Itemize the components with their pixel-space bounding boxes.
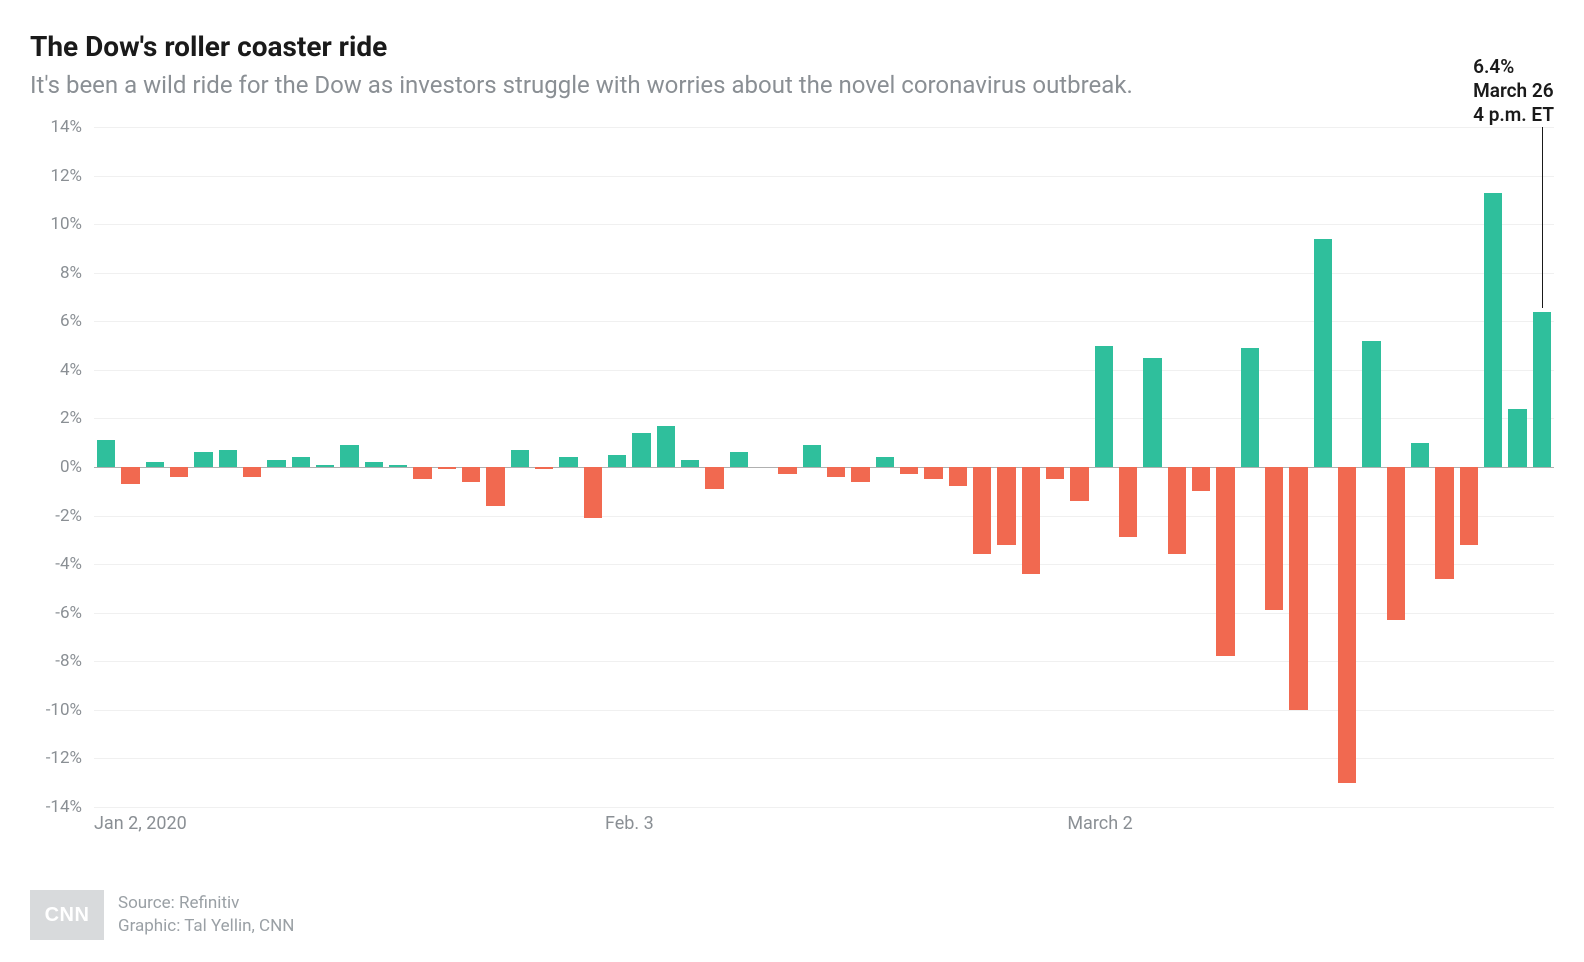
bar bbox=[413, 467, 431, 479]
bar bbox=[1070, 467, 1088, 501]
bar bbox=[973, 467, 991, 554]
bar bbox=[194, 452, 212, 467]
bar bbox=[170, 467, 188, 477]
bar bbox=[219, 450, 237, 467]
y-tick-label: 8% bbox=[30, 263, 82, 283]
y-tick-label: -2% bbox=[30, 506, 82, 526]
bar bbox=[851, 467, 869, 482]
bar bbox=[876, 457, 894, 467]
bar bbox=[1533, 312, 1551, 467]
y-tick-label: 10% bbox=[30, 214, 82, 234]
x-tick-label: Feb. 3 bbox=[605, 813, 654, 834]
bar bbox=[827, 467, 845, 477]
bar bbox=[1143, 358, 1161, 467]
bar bbox=[365, 462, 383, 467]
bar bbox=[657, 426, 675, 467]
annotation-line: 4 p.m. ET bbox=[1473, 103, 1554, 127]
source-line: Source: Refinitiv bbox=[118, 892, 294, 915]
bar bbox=[1338, 467, 1356, 783]
annotation-line: March 26 bbox=[1473, 79, 1554, 103]
bar bbox=[949, 467, 967, 486]
bar bbox=[1241, 348, 1259, 467]
bar bbox=[1484, 193, 1502, 467]
y-tick-label: 6% bbox=[30, 311, 82, 331]
y-tick-label: -14% bbox=[30, 797, 82, 817]
bar bbox=[511, 450, 529, 467]
bar bbox=[730, 452, 748, 467]
bar bbox=[486, 467, 504, 506]
chart-area: 14%12%10%8%6%4%2%0%-2%-4%-6%-8%-10%-12%-… bbox=[30, 127, 1554, 807]
bar bbox=[1314, 239, 1332, 467]
bar bbox=[1192, 467, 1210, 491]
bar bbox=[924, 467, 942, 479]
chart-subtitle: It's been a wild ride for the Dow as inv… bbox=[30, 71, 1584, 99]
annotation-label: 6.4%March 264 p.m. ET bbox=[1473, 55, 1554, 126]
bar bbox=[438, 467, 456, 469]
bar bbox=[1022, 467, 1040, 574]
x-tick-label: March 2 bbox=[1067, 813, 1132, 834]
chart-container: The Dow's roller coaster ride It's been … bbox=[0, 30, 1584, 962]
bar bbox=[462, 467, 480, 482]
bar bbox=[705, 467, 723, 489]
chart-title: The Dow's roller coaster ride bbox=[30, 30, 1584, 63]
graphic-line: Graphic: Tal Yellin, CNN bbox=[118, 915, 294, 938]
y-tick-label: 4% bbox=[30, 360, 82, 380]
bar bbox=[608, 455, 626, 467]
plot-area: 6.4%March 264 p.m. ET bbox=[94, 127, 1554, 807]
bar bbox=[1387, 467, 1405, 620]
bar bbox=[243, 467, 261, 477]
chart-credits: Source: Refinitiv Graphic: Tal Yellin, C… bbox=[118, 892, 294, 938]
annotation-leader bbox=[1542, 127, 1543, 308]
y-tick-label: 12% bbox=[30, 166, 82, 186]
bar bbox=[267, 460, 285, 467]
bar bbox=[900, 467, 918, 474]
y-tick-label: 2% bbox=[30, 408, 82, 428]
bar bbox=[1289, 467, 1307, 710]
bar bbox=[1119, 467, 1137, 537]
bar bbox=[1046, 467, 1064, 479]
bars-layer bbox=[94, 127, 1554, 807]
bar bbox=[389, 465, 407, 467]
x-tick-label: Jan 2, 2020 bbox=[94, 813, 187, 834]
bar bbox=[559, 457, 577, 467]
chart-footer: CNN Source: Refinitiv Graphic: Tal Yelli… bbox=[30, 890, 294, 940]
y-tick-label: -6% bbox=[30, 603, 82, 623]
bar bbox=[1411, 443, 1429, 467]
bar bbox=[97, 440, 115, 467]
y-tick-label: 14% bbox=[30, 117, 82, 137]
cnn-logo-badge: CNN bbox=[30, 890, 104, 940]
bar bbox=[1460, 467, 1478, 545]
bar bbox=[1362, 341, 1380, 467]
bar bbox=[146, 462, 164, 467]
bar bbox=[778, 467, 796, 474]
y-tick-label: -12% bbox=[30, 748, 82, 768]
annotation-line: 6.4% bbox=[1473, 55, 1554, 79]
bar bbox=[1435, 467, 1453, 579]
bar bbox=[803, 445, 821, 467]
bar bbox=[292, 457, 310, 467]
x-axis: Jan 2, 2020 Feb. 3 March 2 bbox=[94, 813, 1554, 843]
y-axis: 14%12%10%8%6%4%2%0%-2%-4%-6%-8%-10%-12%-… bbox=[30, 127, 90, 807]
y-tick-label: -8% bbox=[30, 651, 82, 671]
bar bbox=[584, 467, 602, 518]
y-tick-label: -10% bbox=[30, 700, 82, 720]
bar bbox=[997, 467, 1015, 545]
bar bbox=[1216, 467, 1234, 656]
gridline bbox=[94, 807, 1554, 808]
bar bbox=[535, 467, 553, 469]
bar bbox=[1508, 409, 1526, 467]
bar bbox=[316, 465, 334, 467]
bar bbox=[681, 460, 699, 467]
bar bbox=[340, 445, 358, 467]
bar bbox=[1265, 467, 1283, 610]
y-tick-label: -4% bbox=[30, 554, 82, 574]
bar bbox=[1168, 467, 1186, 554]
bar bbox=[121, 467, 139, 484]
bar bbox=[1095, 346, 1113, 467]
y-tick-label: 0% bbox=[30, 457, 82, 477]
bar bbox=[632, 433, 650, 467]
